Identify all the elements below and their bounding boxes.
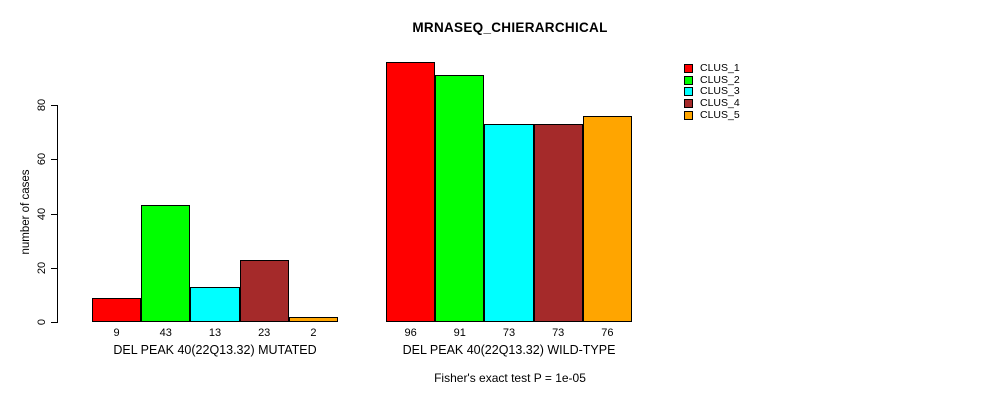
bar-clus_1-group2: [386, 62, 436, 322]
bar-clus_3-group1: [190, 287, 240, 322]
y-axis-tick-label: 40: [36, 207, 48, 220]
legend-swatch-clus_1: [684, 64, 693, 73]
bar-clus_5-group1: [288, 317, 338, 322]
footnote: Fisher's exact test P = 1e-05: [434, 371, 586, 385]
group-label: DEL PEAK 40(22Q13.32) MUTATED: [113, 343, 317, 357]
y-axis-tick-label: 20: [36, 261, 48, 274]
y-axis-tick: [51, 159, 57, 161]
bar-value-label: 73: [502, 327, 516, 339]
bar-clus_2-group1: [141, 205, 191, 322]
bar-value-label: 43: [159, 327, 172, 339]
y-axis-tick: [51, 213, 57, 215]
bar-value-label: 73: [552, 327, 565, 339]
legend-swatch-clus_5: [684, 110, 693, 120]
bar-clus_3-group2: [484, 124, 534, 322]
y-axis-tick-label: 60: [36, 153, 48, 166]
y-axis-tick-label: 80: [36, 98, 48, 112]
legend-swatch-clus_2: [684, 75, 693, 85]
bar-value-label: 76: [601, 327, 614, 339]
y-axis-label: number of cases: [20, 169, 32, 255]
bar-value-label: 91: [453, 327, 466, 339]
y-axis-tick: [51, 322, 57, 323]
y-axis-tick-label: 0: [36, 318, 48, 326]
legend-label: CLUS_2: [700, 73, 740, 86]
bar-value-label: 2: [310, 327, 317, 339]
bar-value-label: 13: [208, 327, 222, 339]
y-axis-line: [57, 105, 58, 323]
group-label: DEL PEAK 40(22Q13.32) WILD-TYPE: [402, 343, 616, 357]
bar-clus_5-group2: [582, 116, 632, 322]
bar-clus_1-group1: [92, 298, 142, 322]
legend-swatch-clus_3: [684, 87, 693, 97]
bar-clus_2-group2: [435, 75, 485, 322]
bar-clus_4-group2: [533, 124, 583, 322]
legend-label: CLUS_4: [700, 97, 740, 110]
legend-label: CLUS_5: [700, 108, 740, 121]
legend-label: CLUS_1: [700, 62, 740, 74]
bar-clus_4-group1: [239, 260, 289, 322]
legend-swatch-clus_4: [684, 99, 693, 109]
y-axis-tick: [51, 267, 57, 269]
bar-value-label: 96: [404, 327, 417, 339]
y-axis-tick: [51, 105, 57, 106]
legend-label: CLUS_3: [700, 85, 740, 98]
bar-value-label: 23: [258, 327, 271, 339]
chart-title: MRNASEQ_CHIERARCHICAL: [412, 20, 608, 35]
bar-value-label: 9: [113, 327, 120, 339]
